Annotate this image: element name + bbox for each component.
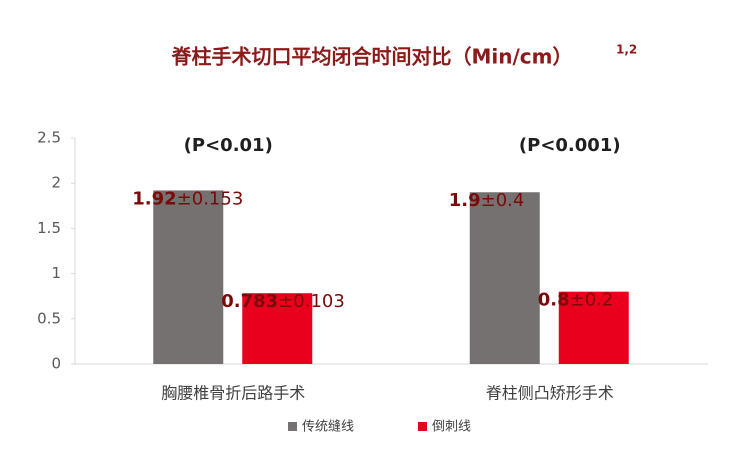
value-number: 0.8 xyxy=(538,290,570,311)
error-label: ±0.103 xyxy=(278,291,345,312)
bar xyxy=(469,192,540,364)
x-tick-label: 胸腰椎骨折后路手术 xyxy=(161,384,305,403)
x-tick-label: 脊柱侧凸矫形手术 xyxy=(486,384,614,403)
error-label: ±0.2 xyxy=(570,290,614,311)
annotation: (P<0.001) xyxy=(519,135,621,156)
legend-label: 传统缝线 xyxy=(302,420,354,435)
y-tick-label: 1.5 xyxy=(37,219,61,237)
y-tick-label: 0.5 xyxy=(37,309,61,327)
chart-title: 脊柱手术切口平均闭合时间对比（Min/cm） xyxy=(171,45,573,69)
error-label: ±0.153 xyxy=(177,188,244,209)
value-number: 1.92 xyxy=(132,188,176,209)
y-tick-label: 0 xyxy=(51,355,61,373)
value-label: 0.8±0.2 xyxy=(538,290,614,311)
y-tick-label: 2.5 xyxy=(37,129,61,147)
bar xyxy=(242,293,313,364)
annotation: (P<0.01) xyxy=(184,135,273,156)
value-label: 1.92±0.153 xyxy=(132,188,243,209)
value-label: 0.783±0.103 xyxy=(221,291,345,312)
value-number: 0.783 xyxy=(221,291,278,312)
y-tick-label: 1 xyxy=(51,264,61,282)
legend-label: 倒刺线 xyxy=(432,420,471,435)
legend-swatch xyxy=(418,422,427,431)
legend-swatch xyxy=(288,422,297,431)
bar xyxy=(558,291,629,364)
y-tick-label: 2 xyxy=(51,174,61,192)
bar xyxy=(153,190,224,364)
value-number: 1.9 xyxy=(449,190,481,211)
title-superscript: 1,2 xyxy=(616,43,637,57)
value-label: 1.9±0.4 xyxy=(449,190,525,211)
error-label: ±0.4 xyxy=(481,190,525,211)
